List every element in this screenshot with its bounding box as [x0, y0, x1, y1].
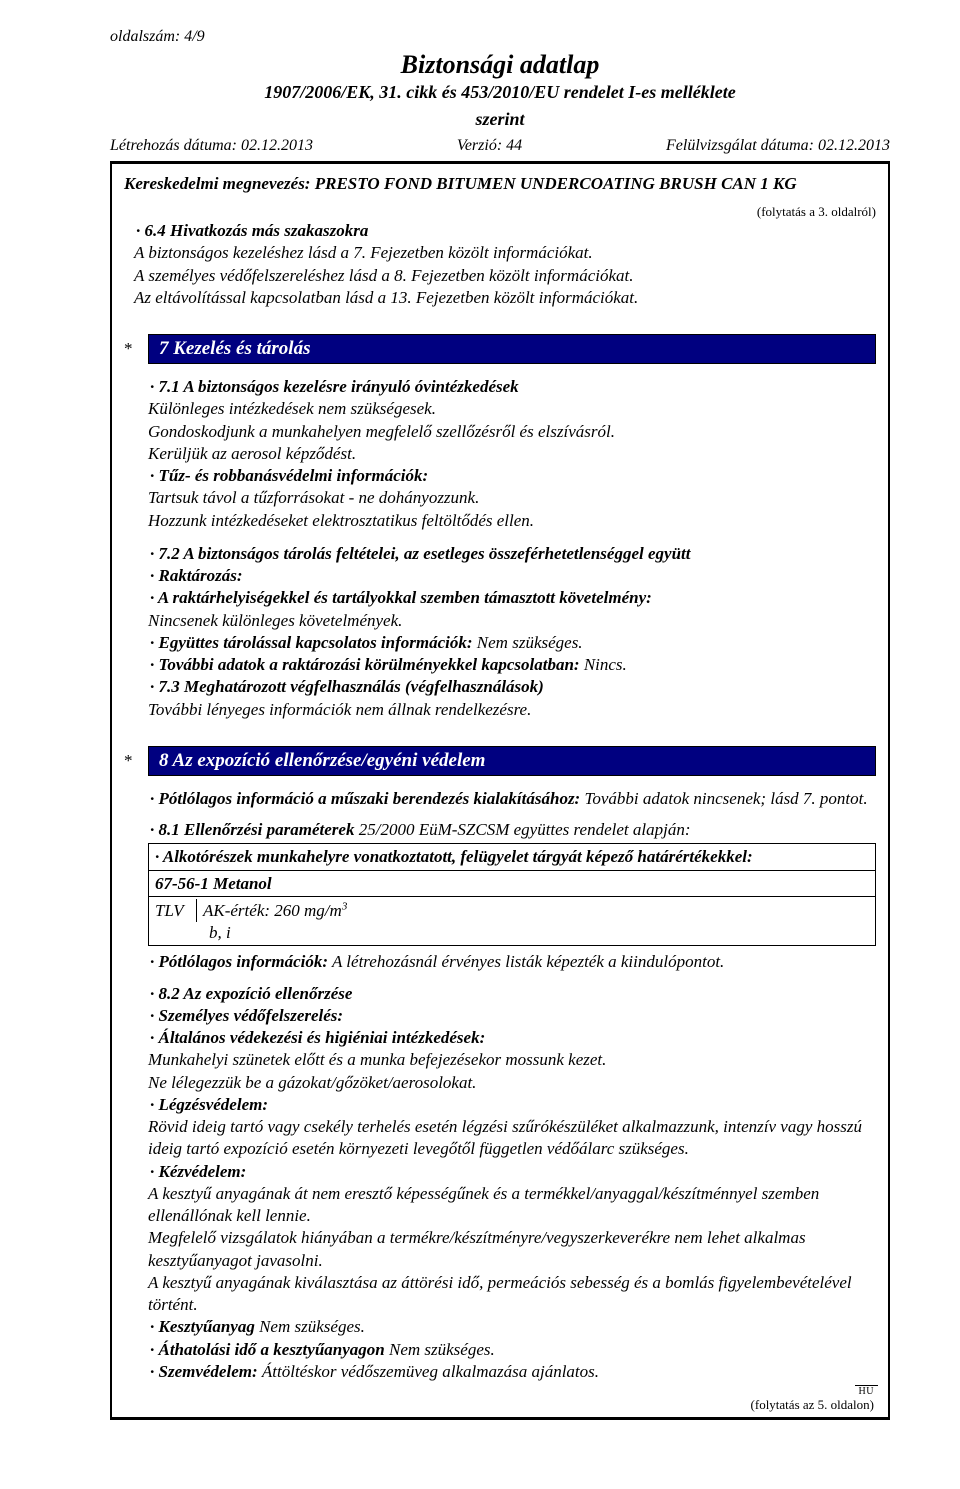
perm-label: Áthatolási idő a kesztyűanyagon: [159, 1340, 385, 1359]
document-subtitle-2: szerint: [110, 109, 890, 131]
s81-suffix: 25/2000 EüM-SZCSM együttes rendelet alap…: [354, 820, 690, 839]
resp-l2: ideig tartó expozíció esetén környezeti …: [148, 1138, 876, 1159]
content-frame: Kereskedelmi megnevezés: PRESTO FOND BIT…: [110, 161, 890, 1420]
s8-addinfo-text: További adatok nincsenek; lásd 7. pontot…: [580, 789, 867, 808]
version: Verzió: 44: [457, 137, 522, 155]
revised-date: Felülvizsgálat dátuma: 02.12.2013: [666, 137, 890, 155]
s64-line1: A biztonságos kezeléshez lásd a 7. Fejez…: [134, 242, 876, 263]
hand-label: Kézvédelem:: [159, 1162, 247, 1181]
hand-l5: A kesztyű anyagának kiválasztása az áttö…: [148, 1272, 876, 1293]
section-7-header: 7 Kezelés és tárolás: [148, 334, 876, 364]
gen-l2: Ne lélegezzük be a gázokat/gőzöket/aeros…: [148, 1072, 876, 1093]
meta-row: Létrehozás dátuma: 02.12.2013 Verzió: 44…: [110, 137, 890, 155]
cas-row: 67-56-1 Metanol: [149, 871, 875, 897]
created-date: Létrehozás dátuma: 02.12.2013: [110, 137, 313, 155]
eye-label: Szemvédelem:: [159, 1362, 258, 1381]
continued-from: (folytatás a 3. oldalról): [757, 204, 876, 220]
resp-label: Légzésvédelem:: [159, 1095, 269, 1114]
hand-l4: kesztyűanyagot javasolni.: [148, 1250, 876, 1271]
extra-info-text: A létrehozásnál érvényes listák képezték…: [328, 952, 724, 971]
s72-title: 7.2 A biztonságos tárolás feltételei, az…: [159, 544, 691, 563]
section-7-body: · 7.1 A biztonságos kezelésre irányuló ó…: [148, 376, 876, 720]
gen-label: Általános védekezési és higiéniai intézk…: [159, 1028, 486, 1047]
s64-line3: Az eltávolítással kapcsolatban lásd a 13…: [134, 287, 876, 308]
s72-joint-label: Együttes tárolással kapcsolatos informác…: [159, 633, 473, 652]
s81-title: 8.1 Ellenőrzési paraméterek: [159, 820, 355, 839]
hand-l1: A kesztyű anyagának át nem eresztő képes…: [148, 1183, 876, 1204]
s71-l1: Különleges intézkedések nem szükségesek.: [148, 398, 876, 419]
s64-heading: 6.4 Hivatkozás más szakaszokra: [145, 221, 369, 240]
s71-l2: Gondoskodjunk a munkahelyen megfelelő sz…: [148, 421, 876, 442]
s8-addinfo-label: Pótlólagos információ a műszaki berendez…: [159, 789, 581, 808]
components-label: Alkotórészek munkahelyre vonatkoztatott,…: [163, 847, 753, 866]
s72-more-label: További adatok a raktározási körülmények…: [159, 655, 580, 674]
section-6-4: · 6.4 Hivatkozás más szakaszokra A bizto…: [134, 220, 876, 308]
section-8-body: · Pótlólagos információ a műszaki berend…: [148, 788, 876, 1382]
glove-mat-text: Nem szükséges.: [255, 1317, 365, 1336]
s73-text: További lényeges információk nem állnak …: [148, 699, 876, 720]
s72-req-label: A raktárhelyiségekkel és tartályokkal sz…: [158, 588, 652, 607]
glove-mat-label: Kesztyűanyag: [159, 1317, 255, 1336]
hand-l3: Megfelelő vizsgálatok hiányában a termék…: [148, 1227, 876, 1248]
s71-l3: Kerüljük az aerosol képződést.: [148, 443, 876, 464]
ppe-label: Személyes védőfelszerelés:: [159, 1006, 344, 1025]
section-7-header-wrap: * 7 Kezelés és tárolás: [124, 334, 876, 364]
s72-req-text: Nincsenek különleges követelmények.: [148, 610, 876, 631]
trade-name: Kereskedelmi megnevezés: PRESTO FOND BIT…: [124, 174, 876, 194]
s71-fire-l2: Hozzunk intézkedéseket elektrosztatikus …: [148, 510, 876, 531]
asterisk-marker: *: [124, 334, 148, 364]
section-8-header: 8 Az expozíció ellenőrzése/egyéni védele…: [148, 746, 876, 776]
hand-l6: történt.: [148, 1294, 876, 1315]
page-root: oldalszám: 4/9 Biztonsági adatlap 1907/2…: [0, 0, 960, 1488]
resp-l1: Rövid ideig tartó vagy csekély terhelés …: [148, 1116, 876, 1137]
s64-line2: A személyes védőfelszereléshez lásd a 8.…: [134, 265, 876, 286]
s82-title: 8.2 Az expozíció ellenőrzése: [159, 984, 353, 1003]
eye-text: Áttöltéskor védőszemüveg alkalmazása ajá…: [258, 1362, 599, 1381]
s72-more-text: Nincs.: [580, 655, 627, 674]
section-8-header-wrap: * 8 Az expozíció ellenőrzése/egyéni véde…: [124, 746, 876, 776]
hu-tag: HU: [855, 1385, 878, 1397]
asterisk-marker-8: *: [124, 746, 148, 776]
tlv-line2: b, i: [209, 922, 869, 943]
tlv-value: AK-érték: 260 mg/m: [203, 901, 342, 920]
hand-l2: ellenállónak kell lennie.: [148, 1205, 876, 1226]
limits-table: · Alkotórészek munkahelyre vonatkoztatot…: [148, 843, 876, 946]
tlv-row: TLV AK-érték: 260 mg/m3 b, i: [149, 897, 875, 946]
gen-l1: Munkahelyi szünetek előtt és a munka bef…: [148, 1049, 876, 1070]
document-subtitle-1: 1907/2006/EK, 31. cikk és 453/2010/EU re…: [110, 82, 890, 104]
s72-storage-label: Raktározás:: [159, 566, 243, 585]
s71-fire-label: Tűz- és robbanásvédelmi információk:: [159, 466, 429, 485]
page-number: oldalszám: 4/9: [110, 28, 890, 46]
s71-fire-l1: Tartsuk távol a tűzforrásokat - ne dohán…: [148, 487, 876, 508]
s73-title: 7.3 Meghatározott végfelhasználás (végfe…: [159, 677, 544, 696]
continued-to: (folytatás az 5. oldalon): [751, 1397, 874, 1413]
document-title: Biztonsági adatlap: [110, 50, 890, 80]
s71-title: 7.1 A biztonságos kezelésre irányuló óvi…: [159, 377, 519, 396]
tlv-label: TLV: [155, 899, 197, 922]
extra-info-label: Pótlólagos információk:: [159, 952, 329, 971]
perm-text: Nem szükséges.: [385, 1340, 495, 1359]
s72-joint-text: Nem szükséges.: [473, 633, 583, 652]
tlv-exp: 3: [342, 900, 348, 912]
